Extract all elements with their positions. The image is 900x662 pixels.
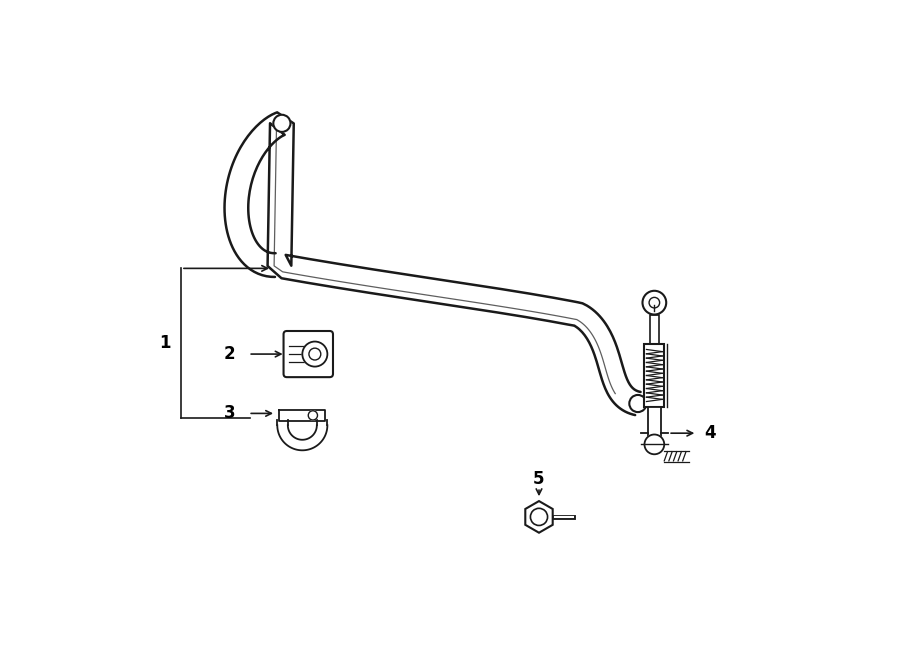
Bar — [644, 344, 664, 407]
Circle shape — [530, 508, 547, 526]
Polygon shape — [224, 113, 641, 415]
Text: 3: 3 — [223, 404, 235, 422]
Circle shape — [644, 434, 664, 454]
Circle shape — [274, 115, 291, 132]
Text: 2: 2 — [223, 345, 235, 363]
Circle shape — [309, 348, 320, 360]
Circle shape — [309, 410, 318, 420]
Text: 5: 5 — [533, 470, 544, 489]
Circle shape — [629, 395, 646, 412]
Polygon shape — [526, 501, 553, 533]
FancyBboxPatch shape — [284, 331, 333, 377]
Text: 4: 4 — [704, 424, 716, 442]
Polygon shape — [277, 420, 288, 425]
Bar — [650, 314, 659, 344]
Bar — [648, 407, 661, 440]
Polygon shape — [317, 420, 328, 425]
Circle shape — [643, 291, 666, 314]
Circle shape — [649, 297, 660, 308]
Polygon shape — [279, 410, 325, 421]
Circle shape — [302, 342, 328, 367]
Text: 1: 1 — [159, 334, 171, 352]
Polygon shape — [277, 425, 328, 450]
